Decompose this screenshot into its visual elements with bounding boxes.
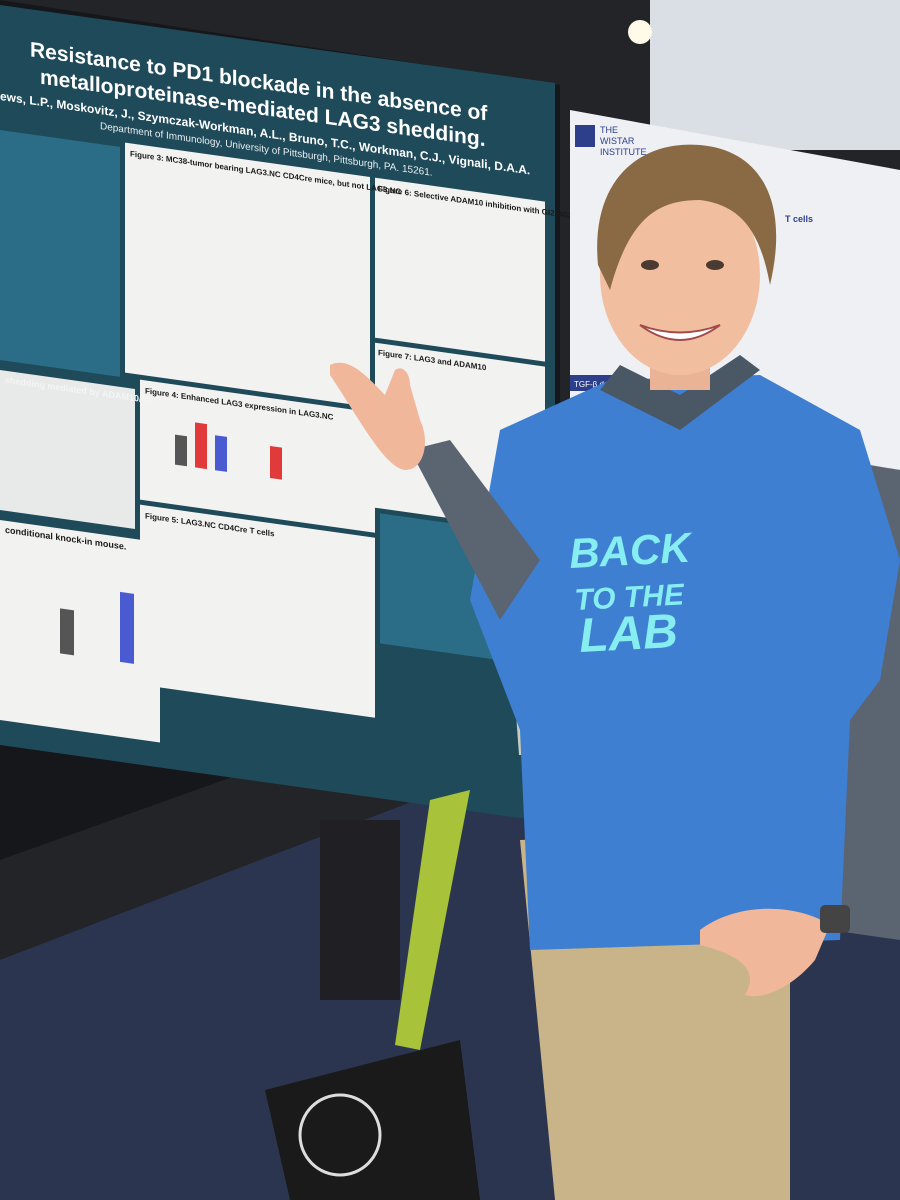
hair [597, 144, 777, 290]
smile [639, 324, 721, 341]
shirt-text: TO THE [574, 578, 686, 617]
bystander-legs [320, 820, 400, 1000]
figure-panel [140, 504, 375, 718]
figure-graphic [215, 435, 227, 472]
eye [706, 260, 724, 270]
watch [820, 905, 850, 933]
figure-panel [0, 520, 160, 743]
institute-logo [575, 125, 595, 147]
figure-panel [375, 177, 545, 362]
figure-panel [0, 370, 135, 529]
eye [641, 260, 659, 270]
shirt-text: LAB [578, 605, 679, 663]
figure-graphic [120, 591, 134, 664]
wall [650, 0, 900, 150]
collar [600, 355, 760, 430]
institute-name: THE [600, 125, 618, 135]
poster-tube [395, 790, 470, 1050]
poster: Resistance to PD1 blockade in the absenc… [0, 5, 662, 824]
bag [265, 1040, 480, 1200]
bag-logo [298, 1093, 382, 1177]
figure-graphic [175, 434, 187, 467]
figure-graphic [270, 445, 282, 480]
shirt-text: BACK [568, 524, 694, 577]
figure-graphic [195, 422, 207, 470]
neighbor-subhead: T cells [785, 214, 813, 224]
institute-name: WISTAR [600, 136, 635, 146]
arm-sleeve [410, 440, 540, 620]
person: BACK TO THE LAB [330, 144, 900, 1200]
institute-name: INSTITUTE [600, 147, 647, 157]
ceiling-light [628, 20, 652, 44]
figure-panel [140, 379, 375, 533]
figure-graphic [60, 608, 74, 656]
shirt [470, 375, 900, 950]
hand-on-hip [700, 908, 830, 997]
hand [330, 362, 425, 470]
intro-panel [0, 130, 120, 377]
figure-panel [125, 142, 370, 408]
